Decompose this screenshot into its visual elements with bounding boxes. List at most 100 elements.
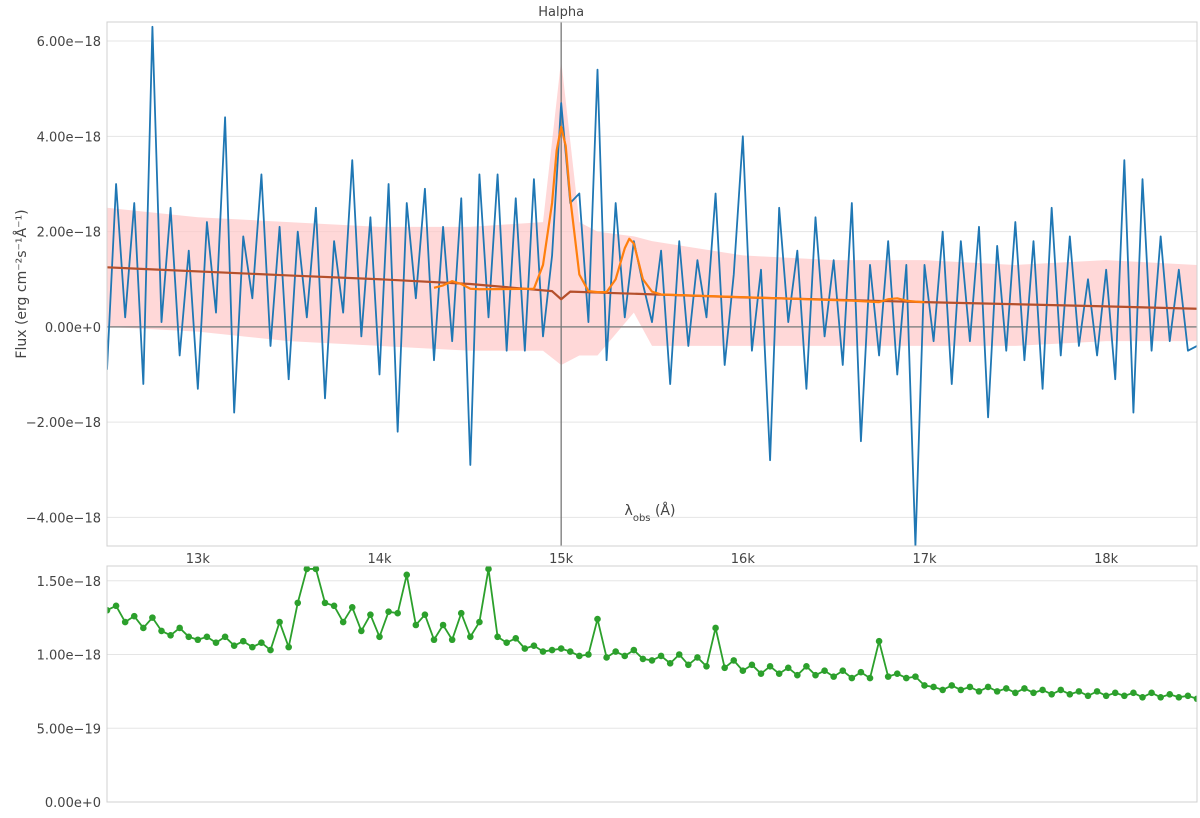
error-point bbox=[884, 673, 892, 680]
error-point bbox=[639, 655, 647, 663]
error-point bbox=[766, 663, 774, 670]
error-point bbox=[330, 602, 338, 610]
error-point bbox=[421, 611, 429, 618]
error-point bbox=[1075, 688, 1083, 695]
x-tick-label: 16k bbox=[731, 552, 756, 567]
error-point bbox=[448, 636, 456, 644]
error-point bbox=[721, 664, 728, 672]
error-point bbox=[566, 648, 574, 655]
error-point bbox=[621, 652, 629, 660]
error-point bbox=[439, 621, 447, 629]
error-point bbox=[239, 637, 247, 645]
error-series-line bbox=[107, 568, 1197, 700]
error-point bbox=[249, 643, 256, 651]
error-point bbox=[167, 632, 174, 639]
error-point bbox=[194, 636, 202, 644]
error-point bbox=[1121, 692, 1128, 700]
error-point bbox=[285, 643, 292, 651]
error-point bbox=[748, 661, 756, 669]
error-point bbox=[830, 673, 837, 680]
error-point bbox=[730, 657, 738, 664]
main-plot-area bbox=[107, 22, 1197, 546]
error-point bbox=[1048, 691, 1055, 698]
error-point bbox=[866, 674, 874, 682]
x-tick-label: 18k bbox=[1094, 552, 1119, 567]
error-point bbox=[176, 624, 183, 632]
x-tick-label: 15k bbox=[549, 552, 574, 567]
error-point bbox=[957, 686, 965, 694]
error-point bbox=[821, 667, 828, 675]
error-point bbox=[548, 646, 556, 654]
error-point bbox=[912, 673, 919, 680]
error-point bbox=[276, 618, 283, 626]
error-point bbox=[158, 627, 165, 635]
error-point bbox=[358, 627, 365, 635]
y-tick-label: −4.00e−18 bbox=[26, 511, 101, 526]
error-point bbox=[367, 611, 374, 618]
error-point bbox=[657, 652, 665, 660]
error-point bbox=[630, 646, 638, 654]
x-tick-label: 13k bbox=[186, 552, 211, 567]
error-point bbox=[848, 674, 856, 682]
error-point bbox=[294, 599, 302, 607]
error-point bbox=[694, 654, 701, 661]
error-point bbox=[321, 599, 329, 607]
x-axis-label: λobs (Å) bbox=[625, 502, 676, 524]
error-point bbox=[467, 633, 474, 641]
error-point bbox=[140, 624, 147, 632]
error-point bbox=[993, 688, 1001, 695]
error-point bbox=[503, 639, 510, 646]
error-point bbox=[712, 624, 719, 632]
error-point bbox=[675, 651, 683, 658]
error-point bbox=[1039, 686, 1046, 694]
y-tick-label: −2.00e−18 bbox=[26, 416, 101, 431]
error-point bbox=[1130, 689, 1137, 697]
error-point bbox=[539, 648, 547, 655]
error-point bbox=[903, 674, 910, 682]
error-point bbox=[385, 608, 392, 616]
y-axis-label: Flux (erg cm⁻²s⁻¹Å⁻¹) bbox=[13, 209, 30, 358]
error-point bbox=[1030, 689, 1037, 697]
error-point bbox=[1057, 686, 1065, 694]
error-point bbox=[485, 566, 492, 573]
error-point bbox=[1012, 689, 1019, 697]
halpha-label: Halpha bbox=[538, 5, 584, 20]
error-point bbox=[1066, 691, 1074, 698]
error-point bbox=[948, 682, 956, 689]
y-tick-label-err: 0.00e+0 bbox=[45, 796, 101, 811]
error-point bbox=[457, 609, 465, 617]
error-point bbox=[1102, 692, 1110, 700]
error-point bbox=[839, 667, 847, 675]
error-point bbox=[530, 642, 538, 649]
error-point bbox=[939, 686, 946, 694]
error-point bbox=[230, 642, 238, 649]
error-point bbox=[394, 609, 401, 617]
error-point bbox=[812, 671, 819, 679]
error-point bbox=[258, 639, 265, 646]
error-point bbox=[149, 614, 156, 621]
y-tick-label-err: 1.00e−18 bbox=[37, 649, 101, 664]
error-point bbox=[1093, 688, 1101, 695]
error-point bbox=[921, 682, 928, 689]
error-plot-area bbox=[107, 566, 1197, 703]
error-point bbox=[739, 667, 747, 675]
error-point bbox=[221, 633, 229, 641]
error-point bbox=[784, 664, 792, 672]
x-tick-label: 14k bbox=[367, 552, 392, 567]
error-point bbox=[1184, 692, 1192, 700]
error-point bbox=[476, 618, 483, 626]
error-point bbox=[685, 661, 692, 669]
error-point bbox=[1111, 689, 1119, 697]
error-point bbox=[930, 683, 937, 691]
error-point bbox=[794, 671, 801, 679]
error-point bbox=[1157, 693, 1164, 701]
error-point bbox=[1175, 693, 1183, 701]
error-point bbox=[130, 612, 138, 620]
error-point bbox=[121, 618, 129, 626]
error-point bbox=[403, 571, 411, 579]
error-point bbox=[966, 683, 974, 691]
error-point bbox=[757, 670, 765, 677]
error-point bbox=[875, 637, 883, 645]
